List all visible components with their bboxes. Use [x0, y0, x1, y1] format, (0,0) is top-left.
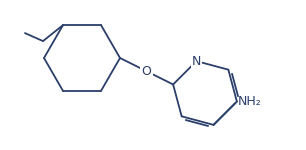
Text: NH₂: NH₂ — [237, 95, 261, 108]
Text: N: N — [192, 55, 201, 68]
Text: O: O — [142, 65, 151, 78]
